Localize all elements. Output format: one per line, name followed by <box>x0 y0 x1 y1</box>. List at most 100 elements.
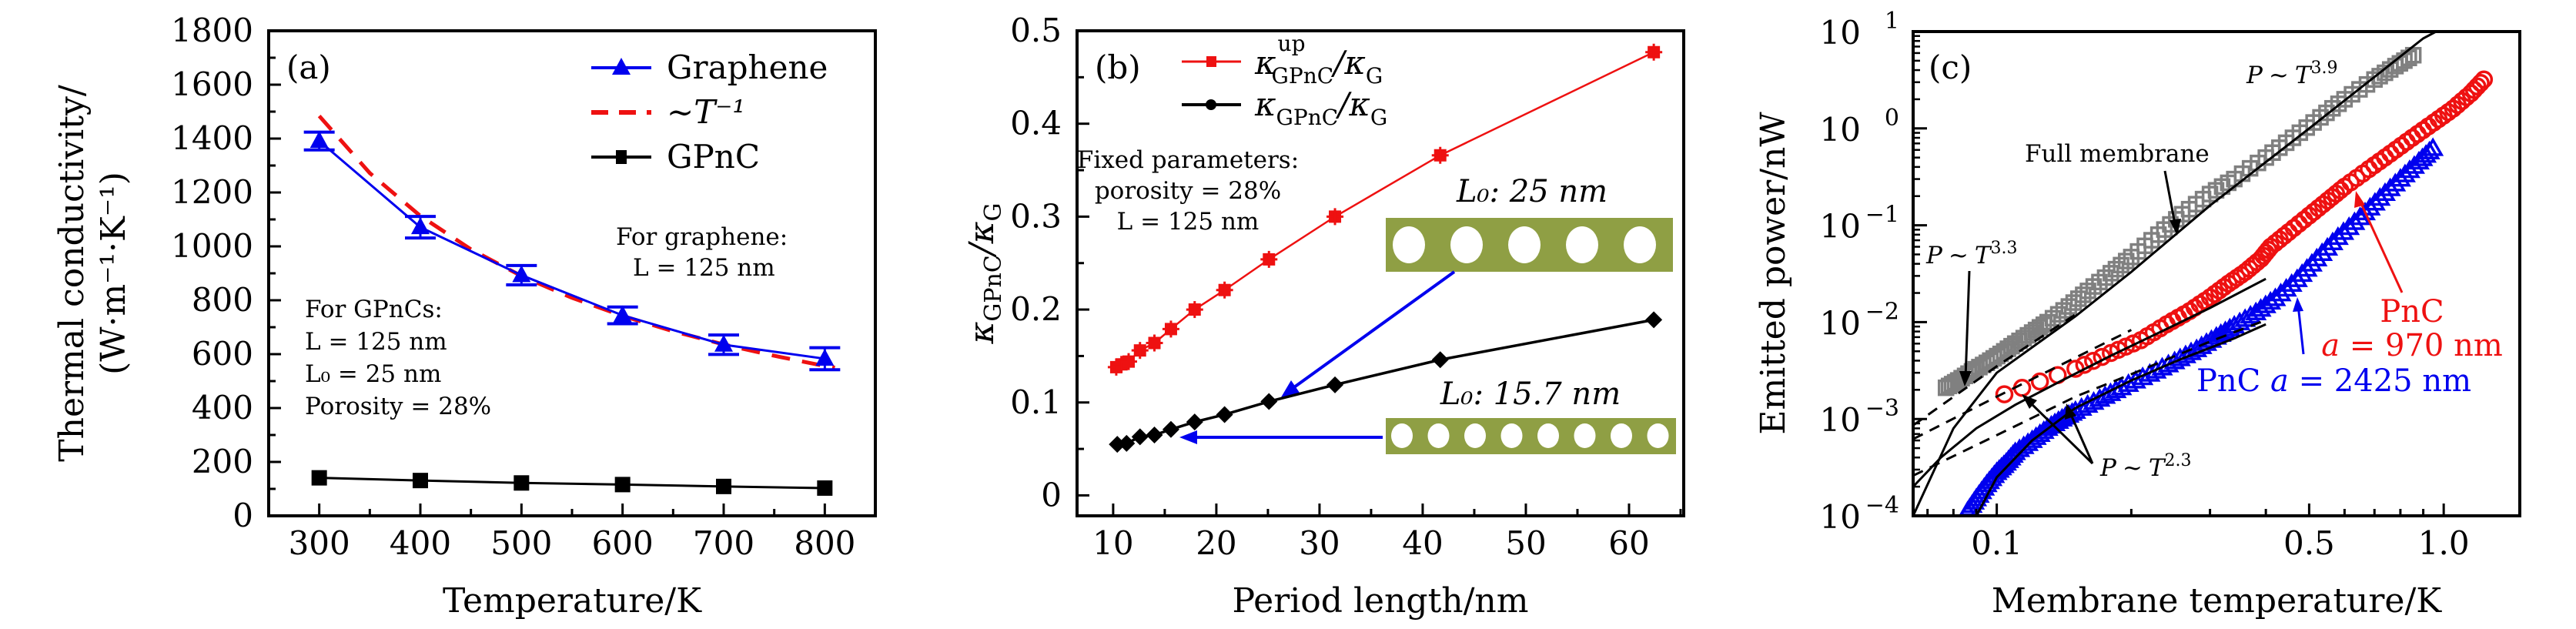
panel-a-ylabel-line2: (W·m⁻¹·K⁻¹) <box>94 172 133 375</box>
pnc2425-point <box>2349 206 2371 226</box>
t39-exp: 3.9 <box>2311 59 2338 78</box>
full-membrane-point <box>2075 286 2092 303</box>
pnc2425-point <box>2374 182 2397 202</box>
inset-hole <box>1391 423 1413 448</box>
pnc970-a: a <box>2321 328 2340 363</box>
legend-k-kappa: κ <box>1254 85 1276 123</box>
pnc2425-a: a <box>2270 363 2289 399</box>
annotation-gpnc-L0: L₀ = 25 nm <box>305 360 441 388</box>
gpnc-point <box>514 475 530 491</box>
inset-hole <box>1427 423 1450 448</box>
gpnc-point <box>311 470 327 486</box>
annotation-gpnc-title: For GPnCs: <box>305 296 443 323</box>
fit-line <box>1913 313 2076 427</box>
panel-a: 300 400 500 600 700 800 0 200 400 600 800 1000 1200 1… <box>52 12 877 621</box>
legend-kup-kappa: κ <box>1254 44 1276 82</box>
t23-exp: 2.3 <box>2165 451 2192 470</box>
pnc2425-point <box>2214 320 2236 340</box>
legend-kup-label: κup GPnC/κG <box>1254 31 1383 89</box>
inset-l0-15-7nm-holes <box>1391 423 1669 448</box>
panel-b-ylabel: κGPnC/κG <box>962 203 1007 345</box>
full-membrane-point <box>2011 332 2028 350</box>
annotation-graphene-title: For graphene: <box>616 223 788 251</box>
t39-P: P <box>2246 62 2263 89</box>
y-tick-label: 1800 <box>171 12 253 49</box>
inset-hole <box>1566 226 1598 263</box>
y-tick-exponent: −2 <box>1865 298 1899 325</box>
inset-hole <box>1500 423 1523 448</box>
square-marker-icon <box>616 150 627 164</box>
x-tick-label: 700 <box>693 524 754 562</box>
pnc970-rest: = 970 nm <box>2340 328 2503 363</box>
y-tick-label: 0 <box>233 497 253 534</box>
series-t-inverse-line <box>317 114 835 370</box>
triangle-marker-icon <box>612 58 631 75</box>
pnc2425-point <box>2384 172 2407 192</box>
y-tick-label: 0.1 <box>1010 383 1062 421</box>
x-tick-label: 40 <box>1402 524 1443 562</box>
pnc2425-point <box>2332 221 2355 240</box>
fit-line <box>1913 329 2133 440</box>
panel-b-frame <box>1076 29 1685 517</box>
y-tick-label: 400 <box>192 389 253 427</box>
arrow-pnc2425-line <box>2297 304 2305 355</box>
y-tick-label: 1200 <box>171 173 253 211</box>
pnc2425-point <box>2379 177 2401 196</box>
annotation-t39: P ~ T3.9 <box>2246 59 2338 89</box>
pnc2425-point <box>2321 231 2343 251</box>
inset-l0-25nm-label: L₀: 25 nm <box>1456 174 1607 209</box>
arrow-pnc970-line <box>2357 198 2404 293</box>
arrow-t23-a-line <box>2026 399 2094 465</box>
pnc2425-point <box>2422 137 2444 156</box>
pnc2425-pre: PnC <box>2196 363 2270 399</box>
legend-k-tail-sub: G <box>1370 105 1387 130</box>
y-tick-label: 0.3 <box>1010 197 1062 235</box>
fit-line <box>1913 319 2267 477</box>
k-point <box>1645 311 1663 329</box>
gpnc-point <box>817 480 833 496</box>
panel-a-xlabel: Temperature/K <box>443 581 702 621</box>
x-tick-label: 50 <box>1505 524 1546 562</box>
inset-hole <box>1393 226 1425 263</box>
y-tick-exponent: 0 <box>1885 105 1899 132</box>
inset-l0-15-7nm-label: L₀: 15.7 nm <box>1440 376 1621 412</box>
graphene-point <box>411 217 430 235</box>
graphene-point <box>512 265 531 283</box>
y-tick-label: 10 <box>1820 401 1861 439</box>
inset-hole <box>1647 423 1669 448</box>
x-tick-label: 800 <box>794 524 855 562</box>
pnc2425-point <box>2291 263 2313 283</box>
pnc2425-point <box>2300 253 2323 272</box>
gpnc-point <box>716 478 731 494</box>
legend-kup-sub: GPnC <box>1272 63 1334 89</box>
pnc970-point <box>1995 385 2014 403</box>
annotation-fixed-L: L = 125 nm <box>1117 208 1260 236</box>
inset-hole <box>1624 226 1656 263</box>
pnc2425-point <box>2317 236 2339 256</box>
annotation-gpnc-porosity: Porosity = 28% <box>305 393 491 420</box>
k-point <box>1186 413 1203 431</box>
pnc970-point <box>2474 70 2494 89</box>
arrow-head-icon <box>1959 371 1972 386</box>
k-point <box>1260 393 1278 410</box>
panel-c-marks <box>1913 32 2494 516</box>
pnc2425-point <box>2280 273 2303 293</box>
panel-b-marks <box>1107 43 1663 453</box>
panel-a-frame <box>267 29 877 517</box>
arrow-t33-line <box>1964 270 1971 380</box>
panel-b-insets: L₀: 25 nm L₀: 15.7 nm <box>1179 174 1676 454</box>
pnc2425-point <box>2296 258 2318 277</box>
y-tick-label: 10 <box>1820 304 1861 342</box>
inset-hole <box>1464 423 1486 448</box>
annotation-gpnc-L: L = 125 nm <box>305 328 447 356</box>
x-tick-label: 10 <box>1092 524 1133 562</box>
panel-b-ticks: 10 20 30 40 50 60 0 0.1 0.2 0.3 0.4 0.5 <box>1010 12 1682 562</box>
legend-graphene-label: Graphene <box>667 49 828 86</box>
fit-line <box>1913 32 2439 516</box>
panel-c-ylabel: Emitted power/nW <box>1754 112 1793 435</box>
panel-b-label: (b) <box>1095 49 1141 86</box>
inset-hole <box>1574 423 1596 448</box>
gpnc-point <box>614 477 631 493</box>
t33-exp: 3.3 <box>1991 239 2018 258</box>
